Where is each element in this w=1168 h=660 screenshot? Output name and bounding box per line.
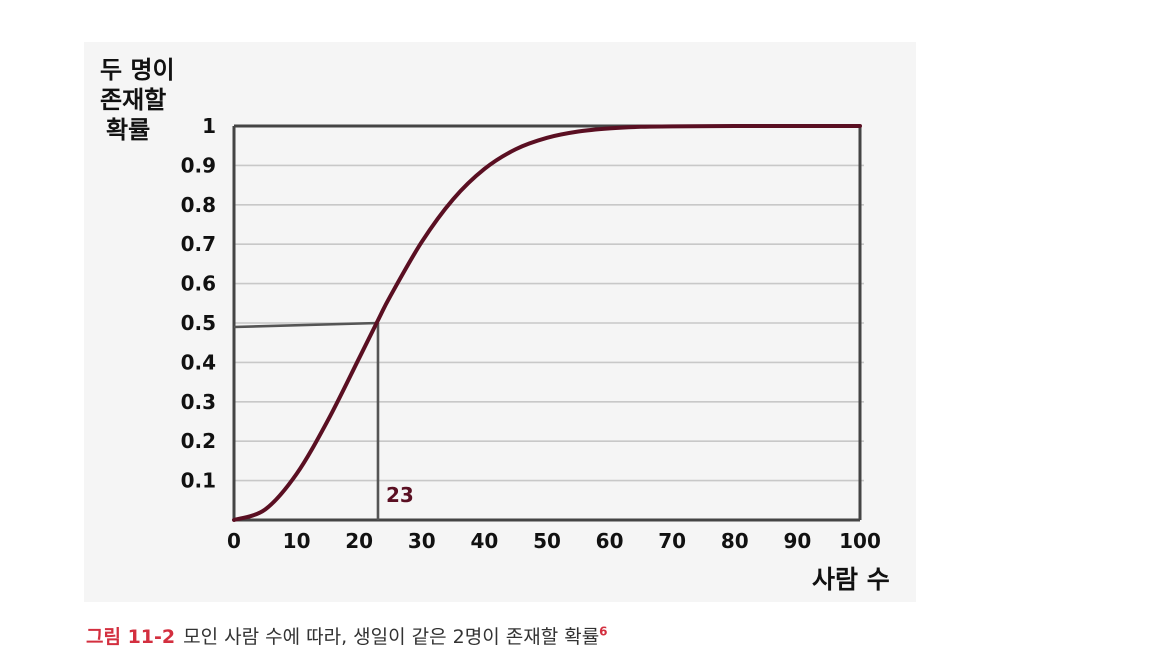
y-tick-label: 0.2 [181, 429, 216, 453]
annotation-label-23: 23 [386, 483, 414, 507]
y-tick-label: 0.7 [181, 232, 216, 256]
caption-text: 모인 사람 수에 따라, 생일이 같은 2명이 존재할 확률 [183, 626, 600, 648]
y-tick-label: 0.3 [181, 390, 216, 414]
probability-curve [232, 123, 862, 522]
y-tick-label: 0.4 [181, 350, 216, 374]
caption-footnote-marker: 6 [599, 624, 608, 639]
x-tick-label: 0 [227, 529, 241, 553]
y-tick-label: 0.6 [181, 272, 216, 296]
caption-figure-number: 그림 11-2 [86, 626, 176, 648]
y-axis-label-line-1: 두 명이 [100, 56, 175, 84]
y-tick-label: 0.8 [181, 193, 216, 217]
x-tick-label: 30 [408, 529, 436, 553]
figure-panel: 0.1 0.2 0.3 0.4 0.5 0.6 0.7 0.8 0.9 1 0 10 20 30 40 50 6… [84, 42, 916, 602]
y-tick-label: 0.9 [181, 153, 216, 177]
figure-caption: 그림 11-2 모인 사람 수에 따라, 생일이 같은 2명이 존재할 확률6 [86, 622, 608, 649]
x-tick-label: 50 [533, 529, 561, 553]
x-tick-label: 60 [596, 529, 624, 553]
y-tick-label: 0.5 [181, 311, 216, 335]
y-axis-label-line-3: 확률 [106, 116, 151, 144]
x-tick-label: 80 [721, 529, 749, 553]
x-tick-label: 20 [345, 529, 373, 553]
x-tick-label: 90 [783, 529, 811, 553]
x-tick-label: 70 [658, 529, 686, 553]
x-tick-label: 100 [839, 529, 881, 553]
y-axis-label-line-2: 존재할 [100, 86, 167, 114]
birthday-probability-chart: 0.10.20.30.40.50.60.70.80.910 10 20 30 40 50 6… [181, 114, 881, 553]
x-axis-label: 사람 수 [812, 565, 890, 594]
reference-line-horizontal [233, 321, 379, 329]
x-tick-label: 10 [283, 529, 311, 553]
y-tick-label: 0.1 [181, 469, 216, 493]
y-tick-label: 1 [202, 114, 216, 138]
x-tick-label: 40 [470, 529, 498, 553]
